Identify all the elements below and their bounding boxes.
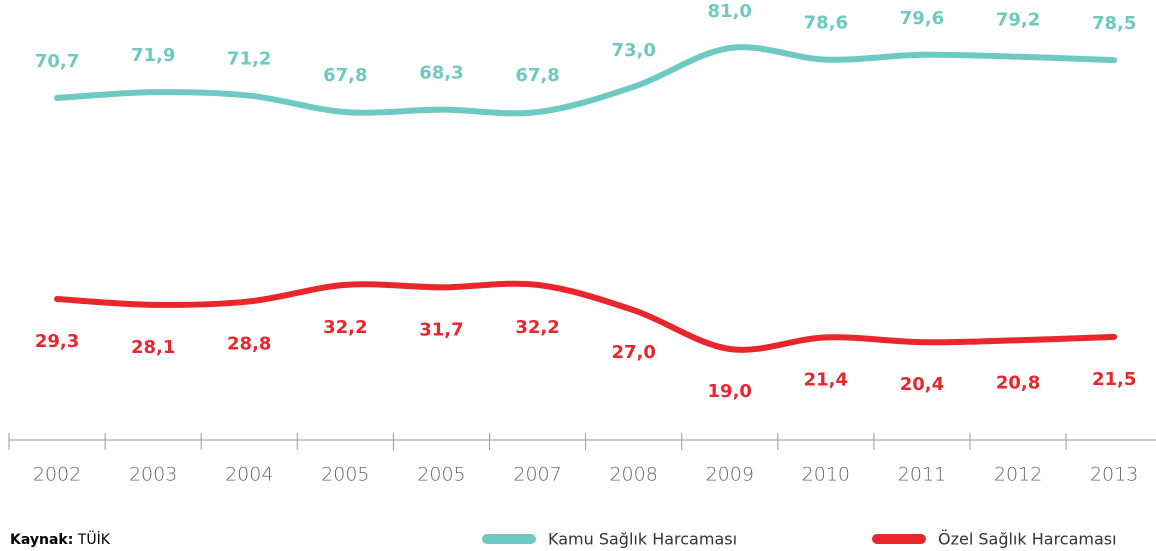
value-label: 32,2 xyxy=(515,317,559,338)
source: Kaynak: TÜİK xyxy=(10,530,111,548)
value-label: 21,4 xyxy=(804,369,848,390)
value-label: 68,3 xyxy=(419,63,463,84)
x-tick-label: 2013 xyxy=(1090,464,1138,486)
value-label: 28,1 xyxy=(131,337,175,358)
value-label: 79,2 xyxy=(996,10,1040,31)
value-label: 73,0 xyxy=(611,40,655,61)
x-tick-label: 2002 xyxy=(33,464,81,486)
value-label: 31,7 xyxy=(419,319,463,340)
x-tick-label: 2011 xyxy=(898,464,946,486)
value-label: 67,8 xyxy=(323,65,367,86)
series-line xyxy=(54,280,1118,353)
value-label: 21,5 xyxy=(1092,369,1136,390)
x-tick-label: 2009 xyxy=(706,464,754,486)
x-tick-label: 2012 xyxy=(994,464,1042,486)
x-tick-label: 2004 xyxy=(225,464,273,486)
x-tick-label: 2008 xyxy=(609,464,657,486)
x-tick-label: 2003 xyxy=(129,464,177,486)
value-label: 20,4 xyxy=(900,374,944,395)
value-label: 81,0 xyxy=(708,1,752,22)
value-label: 27,0 xyxy=(611,342,655,363)
value-label: 29,3 xyxy=(35,331,79,352)
value-label: 70,7 xyxy=(35,51,79,72)
source-text: TÜİK xyxy=(77,530,111,548)
x-tick-label: 2005 xyxy=(417,464,465,486)
value-label: 20,8 xyxy=(996,372,1040,393)
x-tick-label: 2005 xyxy=(321,464,369,486)
value-label: 78,5 xyxy=(1092,13,1136,34)
series-line xyxy=(54,44,1118,117)
value-label: 19,0 xyxy=(708,381,752,402)
legend-label: Kamu Sağlık Harcaması xyxy=(548,530,737,549)
value-label: 67,8 xyxy=(515,65,559,86)
value-label: 28,8 xyxy=(227,333,271,354)
legend-label: Özel Sağlık Harcaması xyxy=(938,530,1117,549)
value-label: 32,2 xyxy=(323,317,367,338)
source-label: Kaynak: xyxy=(10,532,73,548)
value-label: 71,9 xyxy=(131,45,175,66)
x-tick-label: 2010 xyxy=(802,464,850,486)
value-label: 79,6 xyxy=(900,8,944,29)
value-label: 78,6 xyxy=(804,13,848,34)
value-label: 71,2 xyxy=(227,49,271,70)
x-tick-label: 2007 xyxy=(513,464,561,486)
